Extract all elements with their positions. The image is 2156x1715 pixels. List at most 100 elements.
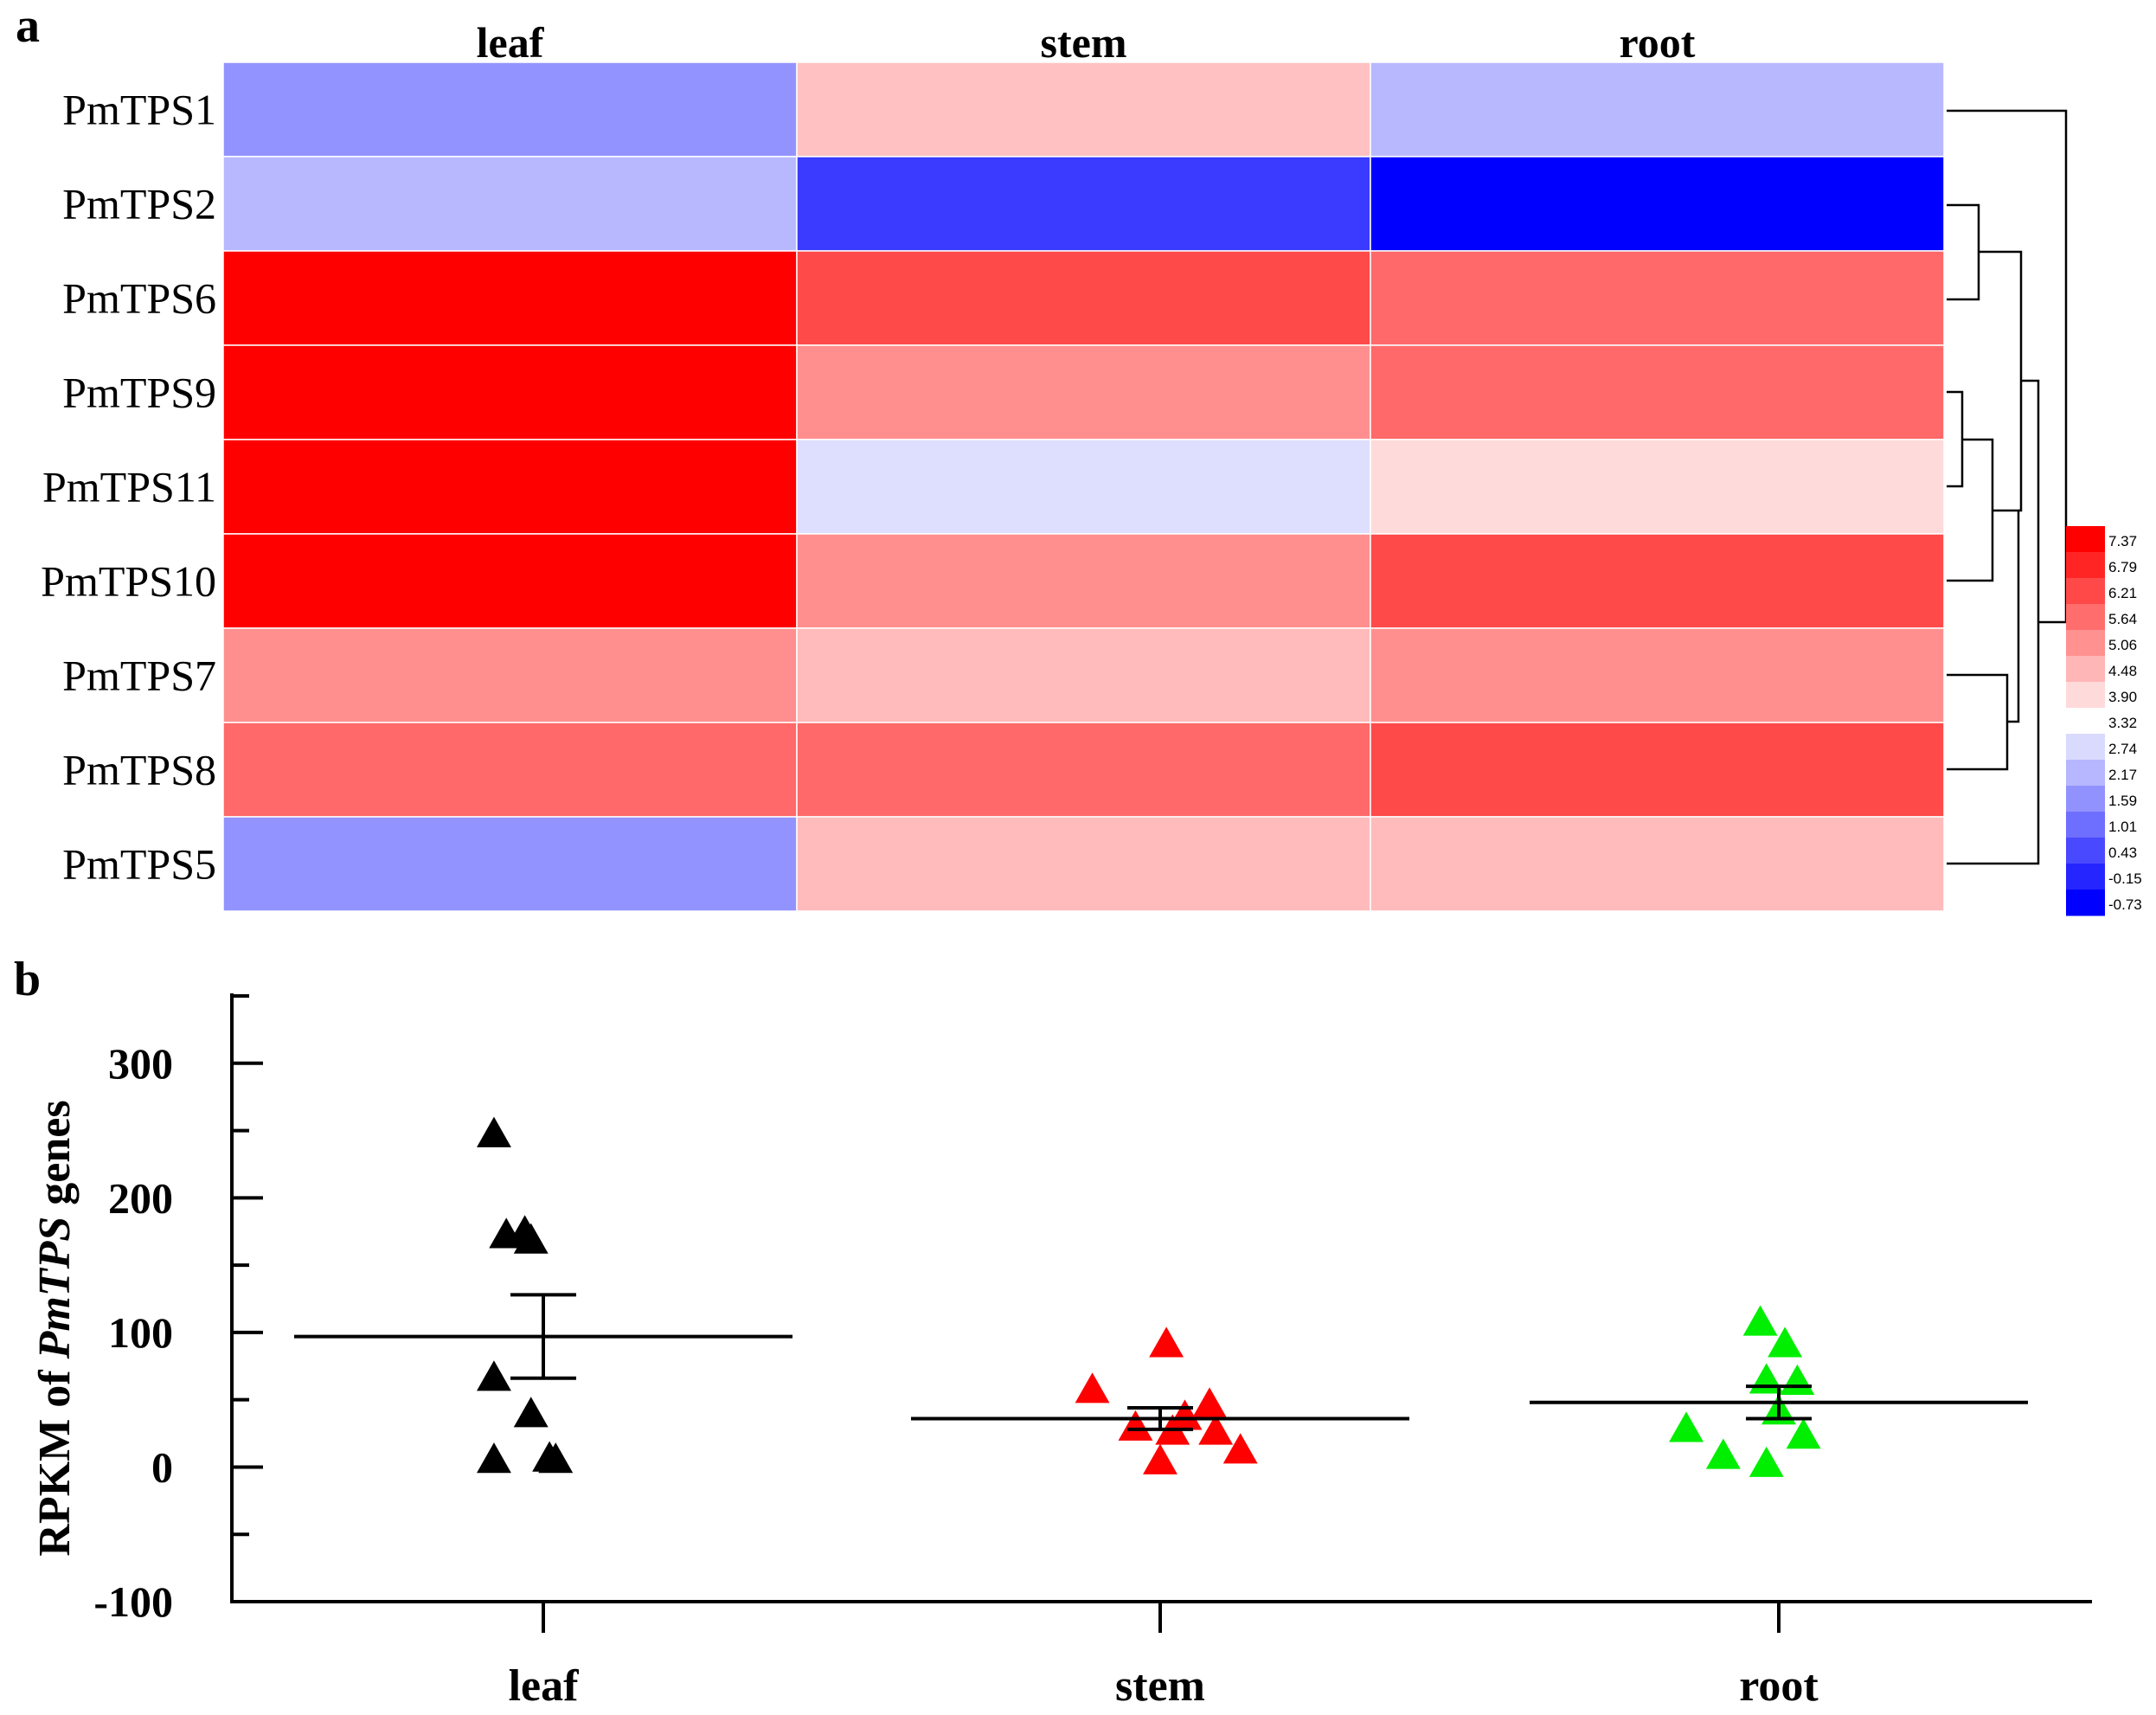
colorbar-swatch-3 xyxy=(2066,604,2105,631)
data-point-stem-6 xyxy=(1198,1414,1234,1445)
panel-b-label: b xyxy=(14,953,41,1006)
heatmap-cell-pmtps7-root xyxy=(1370,627,1945,723)
heatmap-cell-pmtps9-leaf xyxy=(222,344,798,440)
colorbar-label-13: -0.15 xyxy=(2108,870,2142,887)
row-dendrogram xyxy=(1947,109,2068,865)
data-point-root-0 xyxy=(1742,1305,1778,1336)
data-point-root-1 xyxy=(1768,1326,1803,1358)
colorbar-label-0: 7.37 xyxy=(2108,533,2137,549)
heatmap-cell-pmtps9-stem xyxy=(796,344,1371,440)
heatmap-cell-pmtps11-stem xyxy=(796,439,1371,535)
heatmap-row-label-pmtps2: PmTPS2 xyxy=(62,180,216,228)
data-point-root-8 xyxy=(1749,1446,1784,1477)
colorbar-label-6: 3.90 xyxy=(2108,689,2137,705)
heatmap-cell-pmtps10-root xyxy=(1370,533,1945,629)
colorbar-swatch-8 xyxy=(2066,734,2105,761)
heatmap-cell-pmtps1-root xyxy=(1370,61,1945,157)
y-tick-label-300: 300 xyxy=(108,1039,173,1088)
colorbar-label-9: 2.17 xyxy=(2108,767,2137,783)
heatmap-cell-pmtps6-leaf xyxy=(222,250,798,346)
y-axis-label: RPKM of PmTPS genes xyxy=(30,1100,80,1556)
x-tick-label-leaf: leaf xyxy=(509,1661,580,1711)
colorbar-label-7: 3.32 xyxy=(2108,715,2137,731)
dendro-branch-tps7-tps8 xyxy=(1947,673,2009,771)
scatter-points xyxy=(477,1116,1821,1477)
heatmap-cell-pmtps2-root xyxy=(1370,156,1945,252)
scatter-mean-sem xyxy=(294,1293,2028,1431)
data-point-leaf-5 xyxy=(513,1397,549,1428)
heatmap-cell-pmtps5-leaf xyxy=(222,816,798,912)
colorbar-swatch-11 xyxy=(2066,812,2105,838)
colorbar-label-1: 6.79 xyxy=(2108,559,2137,575)
heatmap-row-label-pmtps1: PmTPS1 xyxy=(62,86,216,134)
colorbar-label-5: 4.48 xyxy=(2108,663,2137,679)
y-tick-label-100: 100 xyxy=(108,1308,173,1357)
heatmap-row-label-pmtps6: PmTPS6 xyxy=(62,274,216,323)
heatmap-row-label-pmtps11: PmTPS11 xyxy=(42,463,216,511)
data-point-stem-0 xyxy=(1149,1326,1184,1358)
dendro-branch-upper xyxy=(1979,250,2023,512)
colorbar-swatch-2 xyxy=(2066,578,2105,605)
x-tick-label-stem: stem xyxy=(1115,1661,1205,1711)
colorbar-label-10: 1.59 xyxy=(2108,793,2137,809)
heatmap-cell-pmtps5-stem xyxy=(796,816,1371,912)
colorbar-label-11: 1.01 xyxy=(2108,819,2137,835)
heatmap-colorbar: 7.37 6.79 6.21 5.64 5.06 4.48 3.90 3.32 2.74 2.17… xyxy=(2066,526,2142,916)
heatmap-cell-pmtps2-leaf xyxy=(222,156,798,252)
heatmap-row-label-pmtps10: PmTPS10 xyxy=(41,557,216,606)
heatmap-cell-pmtps11-leaf xyxy=(222,439,798,535)
colorbar-swatch-6 xyxy=(2066,682,2105,709)
data-point-stem-4 xyxy=(1118,1410,1153,1441)
colorbar-swatch-5 xyxy=(2066,656,2105,683)
data-point-root-5 xyxy=(1669,1411,1704,1442)
dendro-branch-mid xyxy=(1992,509,2020,723)
heatmap-column-label-stem: stem xyxy=(1041,18,1127,67)
data-point-root-7 xyxy=(1705,1438,1741,1469)
heatmap-row-label-pmtps8: PmTPS8 xyxy=(62,746,216,794)
colorbar-label-8: 2.74 xyxy=(2108,741,2137,757)
data-point-root-3 xyxy=(1780,1364,1815,1396)
data-point-stem-8 xyxy=(1143,1443,1177,1474)
heatmap-cell-pmtps6-root xyxy=(1370,250,1945,346)
heatmap-row-label-pmtps9: PmTPS9 xyxy=(62,369,216,417)
heatmap-cell-pmtps10-leaf xyxy=(222,533,798,629)
colorbar-swatch-10 xyxy=(2066,786,2105,813)
y-tick-label-200: 200 xyxy=(108,1173,173,1222)
heatmap-cell-pmtps8-stem xyxy=(796,722,1371,818)
heatmap-column-label-leaf: leaf xyxy=(477,18,545,67)
colorbar-swatch-4 xyxy=(2066,630,2105,657)
y-axis-label-prefix: RPKM of xyxy=(30,1359,80,1556)
colorbar-swatch-12 xyxy=(2066,838,2105,864)
heatmap-cell-pmtps5-root xyxy=(1370,816,1945,912)
heatmap-cell-pmtps1-leaf xyxy=(222,61,798,157)
colorbar-label-12: 0.43 xyxy=(2108,845,2137,861)
heatmap-column-labels: leaf stem root xyxy=(477,18,1696,67)
x-tick-label-root: root xyxy=(1739,1661,1819,1711)
data-point-leaf-8 xyxy=(538,1442,574,1474)
heatmap-cell-pmtps9-root xyxy=(1370,344,1945,440)
heatmap-column-label-root: root xyxy=(1620,18,1696,67)
heatmap-cell-pmtps7-stem xyxy=(796,627,1371,723)
data-point-leaf-0 xyxy=(477,1116,511,1147)
scatter-axes: -100 0 100 200 300 leaf stem root xyxy=(93,993,2092,1711)
data-point-leaf-6 xyxy=(477,1442,511,1474)
data-point-leaf-4 xyxy=(477,1360,511,1391)
y-tick-label--100: -100 xyxy=(93,1577,173,1626)
colorbar-swatch-13 xyxy=(2066,864,2105,890)
heatmap-cell-pmtps11-root xyxy=(1370,439,1945,535)
y-axis-label-suffix: genes xyxy=(30,1100,80,1216)
colorbar-swatch-9 xyxy=(2066,760,2105,787)
heatmap-cell-pmtps1-stem xyxy=(796,61,1371,157)
data-point-stem-7 xyxy=(1222,1433,1258,1464)
data-point-leaf-3 xyxy=(513,1223,549,1254)
heatmap-cell-pmtps10-stem xyxy=(796,533,1371,629)
dendro-branch-tps2-tps6 xyxy=(1947,203,1980,301)
colorbar-label-4: 5.06 xyxy=(2108,637,2137,653)
colorbar-swatch-0 xyxy=(2066,526,2105,553)
heatmap-row-labels: PmTPS1 PmTPS2 PmTPS6 PmTPS9 PmTPS11 PmTPS10 Pm… xyxy=(41,86,216,889)
colorbar-label-2: 6.21 xyxy=(2108,585,2137,601)
heatmap-cell-pmtps2-stem xyxy=(796,156,1371,252)
panel-a-label: a xyxy=(16,0,40,53)
dendro-branch-cluster-tps10 xyxy=(1947,438,1994,582)
